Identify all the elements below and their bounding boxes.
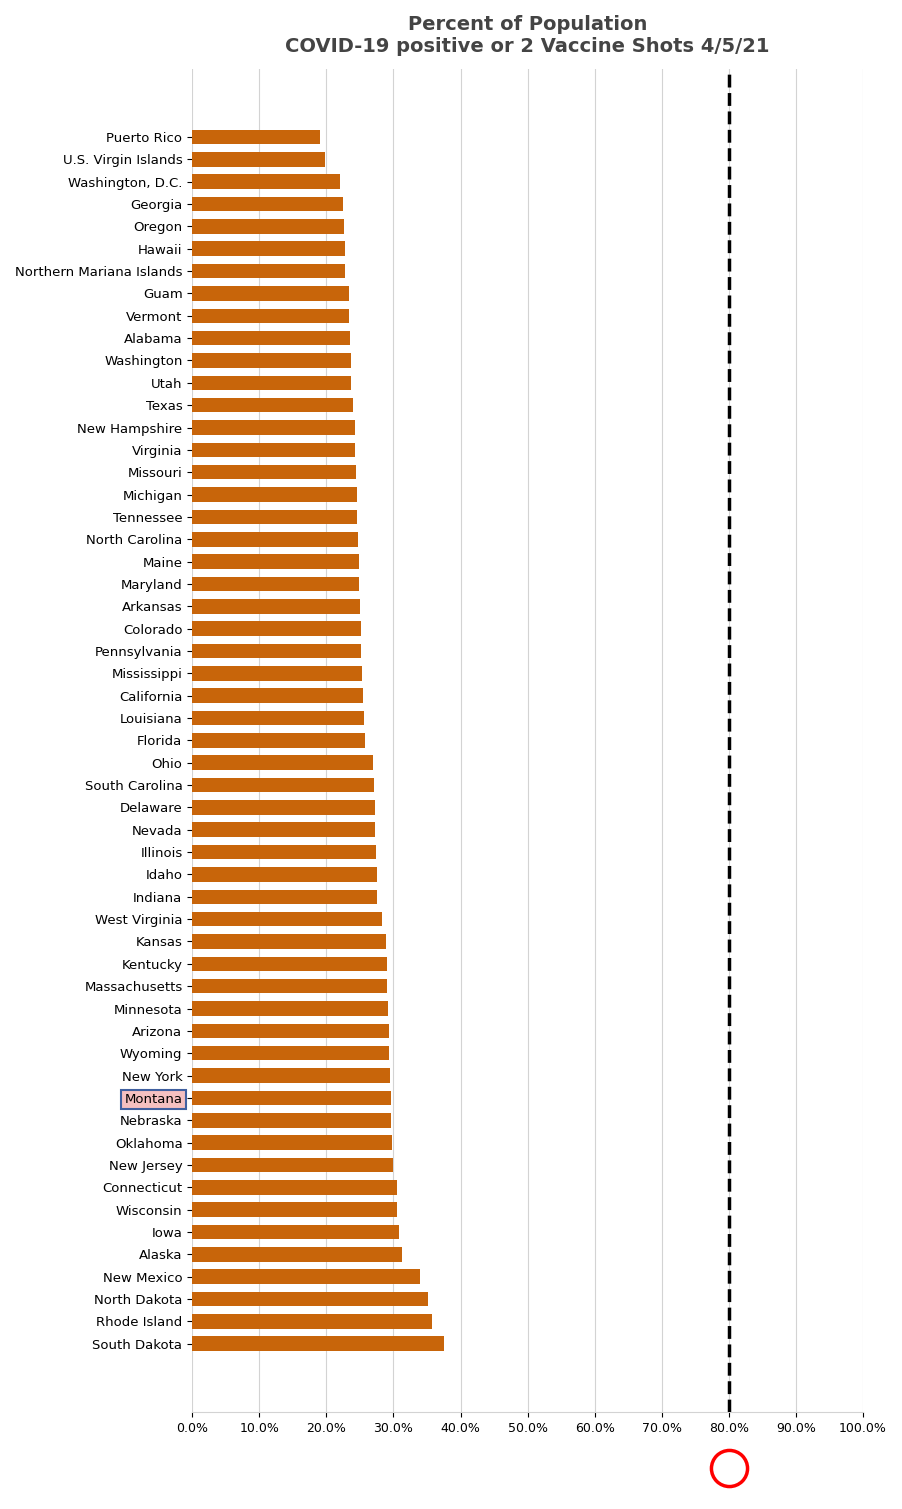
- Bar: [192, 241, 345, 257]
- Bar: [192, 219, 344, 234]
- Bar: [192, 777, 374, 792]
- Bar: [192, 979, 388, 993]
- Bar: [192, 756, 373, 770]
- Bar: [192, 1114, 391, 1127]
- Bar: [192, 1068, 391, 1083]
- Bar: [192, 599, 360, 614]
- Bar: [192, 152, 325, 166]
- Bar: [192, 1046, 390, 1061]
- Title: Percent of Population
COVID-19 positive or 2 Vaccine Shots 4/5/21: Percent of Population COVID-19 positive …: [285, 15, 770, 56]
- Bar: [192, 733, 365, 747]
- Bar: [192, 1157, 393, 1172]
- Bar: [192, 287, 348, 300]
- Bar: [192, 711, 364, 726]
- Bar: [192, 420, 354, 435]
- Bar: [192, 175, 340, 189]
- Bar: [192, 1135, 392, 1150]
- Bar: [192, 554, 359, 569]
- Bar: [192, 130, 319, 145]
- Bar: [192, 533, 358, 546]
- Bar: [192, 800, 374, 815]
- Bar: [192, 1180, 397, 1195]
- Bar: [192, 934, 386, 949]
- Bar: [192, 1002, 388, 1016]
- Bar: [192, 510, 357, 524]
- Bar: [192, 1023, 389, 1038]
- Bar: [192, 196, 343, 211]
- Bar: [192, 868, 377, 881]
- Bar: [192, 487, 356, 502]
- Bar: [192, 1337, 444, 1351]
- Bar: [192, 889, 377, 904]
- Bar: [192, 376, 351, 389]
- Bar: [192, 1246, 402, 1262]
- Bar: [192, 1314, 432, 1328]
- Bar: [192, 1225, 399, 1239]
- Bar: [192, 1091, 391, 1105]
- Bar: [192, 822, 375, 837]
- Bar: [192, 644, 362, 658]
- Bar: [192, 398, 354, 412]
- Bar: [192, 1269, 420, 1284]
- Bar: [192, 911, 382, 927]
- Bar: [192, 622, 361, 635]
- Bar: [192, 665, 362, 681]
- Bar: [192, 845, 376, 859]
- Bar: [192, 1203, 398, 1216]
- Bar: [192, 353, 351, 368]
- Bar: [192, 957, 387, 972]
- Bar: [192, 576, 359, 592]
- Bar: [192, 308, 349, 323]
- Bar: [192, 442, 355, 457]
- Bar: [192, 1292, 428, 1307]
- Bar: [192, 688, 363, 703]
- Bar: [192, 264, 345, 278]
- Bar: [192, 330, 350, 346]
- Bar: [192, 465, 356, 480]
